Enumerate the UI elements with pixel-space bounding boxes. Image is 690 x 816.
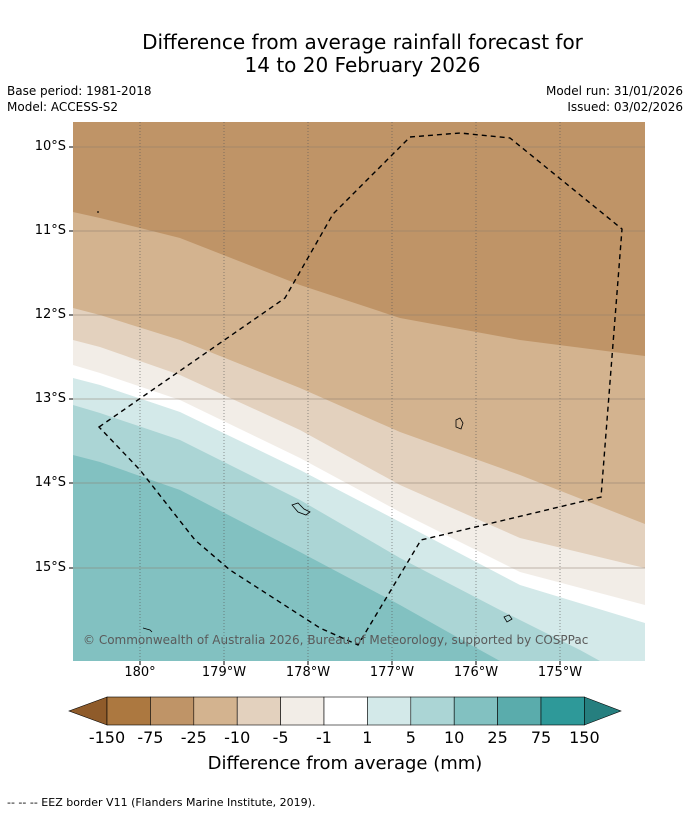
lat-label-11s: 11°S xyxy=(34,223,66,238)
copyright-notice: © Commonwealth of Australia 2026, Bureau… xyxy=(83,633,589,647)
colorbar-label: 1 xyxy=(362,728,373,747)
lat-label-10s: 10°S xyxy=(34,139,66,154)
contour-bands xyxy=(73,122,645,661)
lon-label-176w: 176°W xyxy=(453,665,499,680)
colorbar-title: Difference from average (mm) xyxy=(207,753,483,774)
colorbar-label: -75 xyxy=(137,728,164,747)
colorbar-swatch-10 xyxy=(497,696,542,726)
lat-label-12s: 12°S xyxy=(34,307,66,322)
colorbar-label: -1 xyxy=(316,728,332,747)
colorbar-label: 25 xyxy=(487,728,508,747)
colorbar xyxy=(68,696,622,726)
island-dot xyxy=(97,211,99,213)
colorbar-swatch-9 xyxy=(453,696,498,726)
island-rotuma xyxy=(291,502,311,516)
colorbar-swatch-8 xyxy=(410,696,455,726)
island-islet-west xyxy=(142,627,153,633)
colorbar-swatch-3 xyxy=(193,696,238,726)
meta-left: Base period: 1981-2018 Model: ACCESS-S2 xyxy=(7,83,152,115)
colorbar-swatch-4 xyxy=(236,696,281,726)
colorbar-swatch-6 xyxy=(323,696,368,726)
axis-ticks xyxy=(69,146,561,665)
lon-label-178w: 178°W xyxy=(285,665,331,680)
colorbar-swatch-11 xyxy=(540,696,585,726)
lon-label-179w: 179°W xyxy=(201,665,247,680)
colorbar-swatch-2 xyxy=(150,696,195,726)
island-futuna xyxy=(455,417,464,430)
lon-label-177w: 177°W xyxy=(369,665,415,680)
colorbar-extend-high xyxy=(584,696,622,726)
colorbar-label: 10 xyxy=(444,728,465,747)
model-name: Model: ACCESS-S2 xyxy=(7,100,119,114)
model-run: Model run: 31/01/2026 xyxy=(545,84,683,98)
lat-label-14s: 14°S xyxy=(34,475,66,490)
graticule-lat xyxy=(73,146,645,569)
colorbar-label: -5 xyxy=(272,728,289,747)
map-title: Difference from average rainfall forecas… xyxy=(0,31,690,77)
lon-label-180: 180° xyxy=(124,665,156,680)
lon-label-175w: 175°W xyxy=(537,665,583,680)
colorbar-swatch-1 xyxy=(106,696,151,726)
island-islet-east xyxy=(503,614,513,623)
colorbar-label: 150 xyxy=(569,728,600,747)
lat-label-13s: 13°S xyxy=(34,391,66,406)
colorbar-extend-low xyxy=(68,696,108,726)
colorbar-swatch-5 xyxy=(280,696,325,726)
title-line-1: Difference from average rainfall forecas… xyxy=(142,30,583,54)
lat-label-15s: 15°S xyxy=(34,560,66,575)
colorbar-label: -150 xyxy=(88,728,126,747)
band-10-25 xyxy=(73,455,500,661)
meta-right: Model run: 31/01/2026 Issued: 03/02/2026 xyxy=(546,83,683,115)
eez-footnote: -- -- -- EEZ border V11 (Flanders Marine… xyxy=(7,796,316,809)
base-period: Base period: 1981-2018 xyxy=(7,84,152,98)
colorbar-label: 5 xyxy=(405,728,416,747)
colorbar-label: 75 xyxy=(530,728,552,747)
colorbar-label: -25 xyxy=(180,728,207,747)
eez-border xyxy=(97,132,623,646)
colorbar-swatch-7 xyxy=(367,696,412,726)
title-line-2: 14 to 20 February 2026 xyxy=(244,53,481,77)
colorbar-label: -10 xyxy=(224,728,251,747)
issued-date: Issued: 03/02/2026 xyxy=(567,100,683,114)
